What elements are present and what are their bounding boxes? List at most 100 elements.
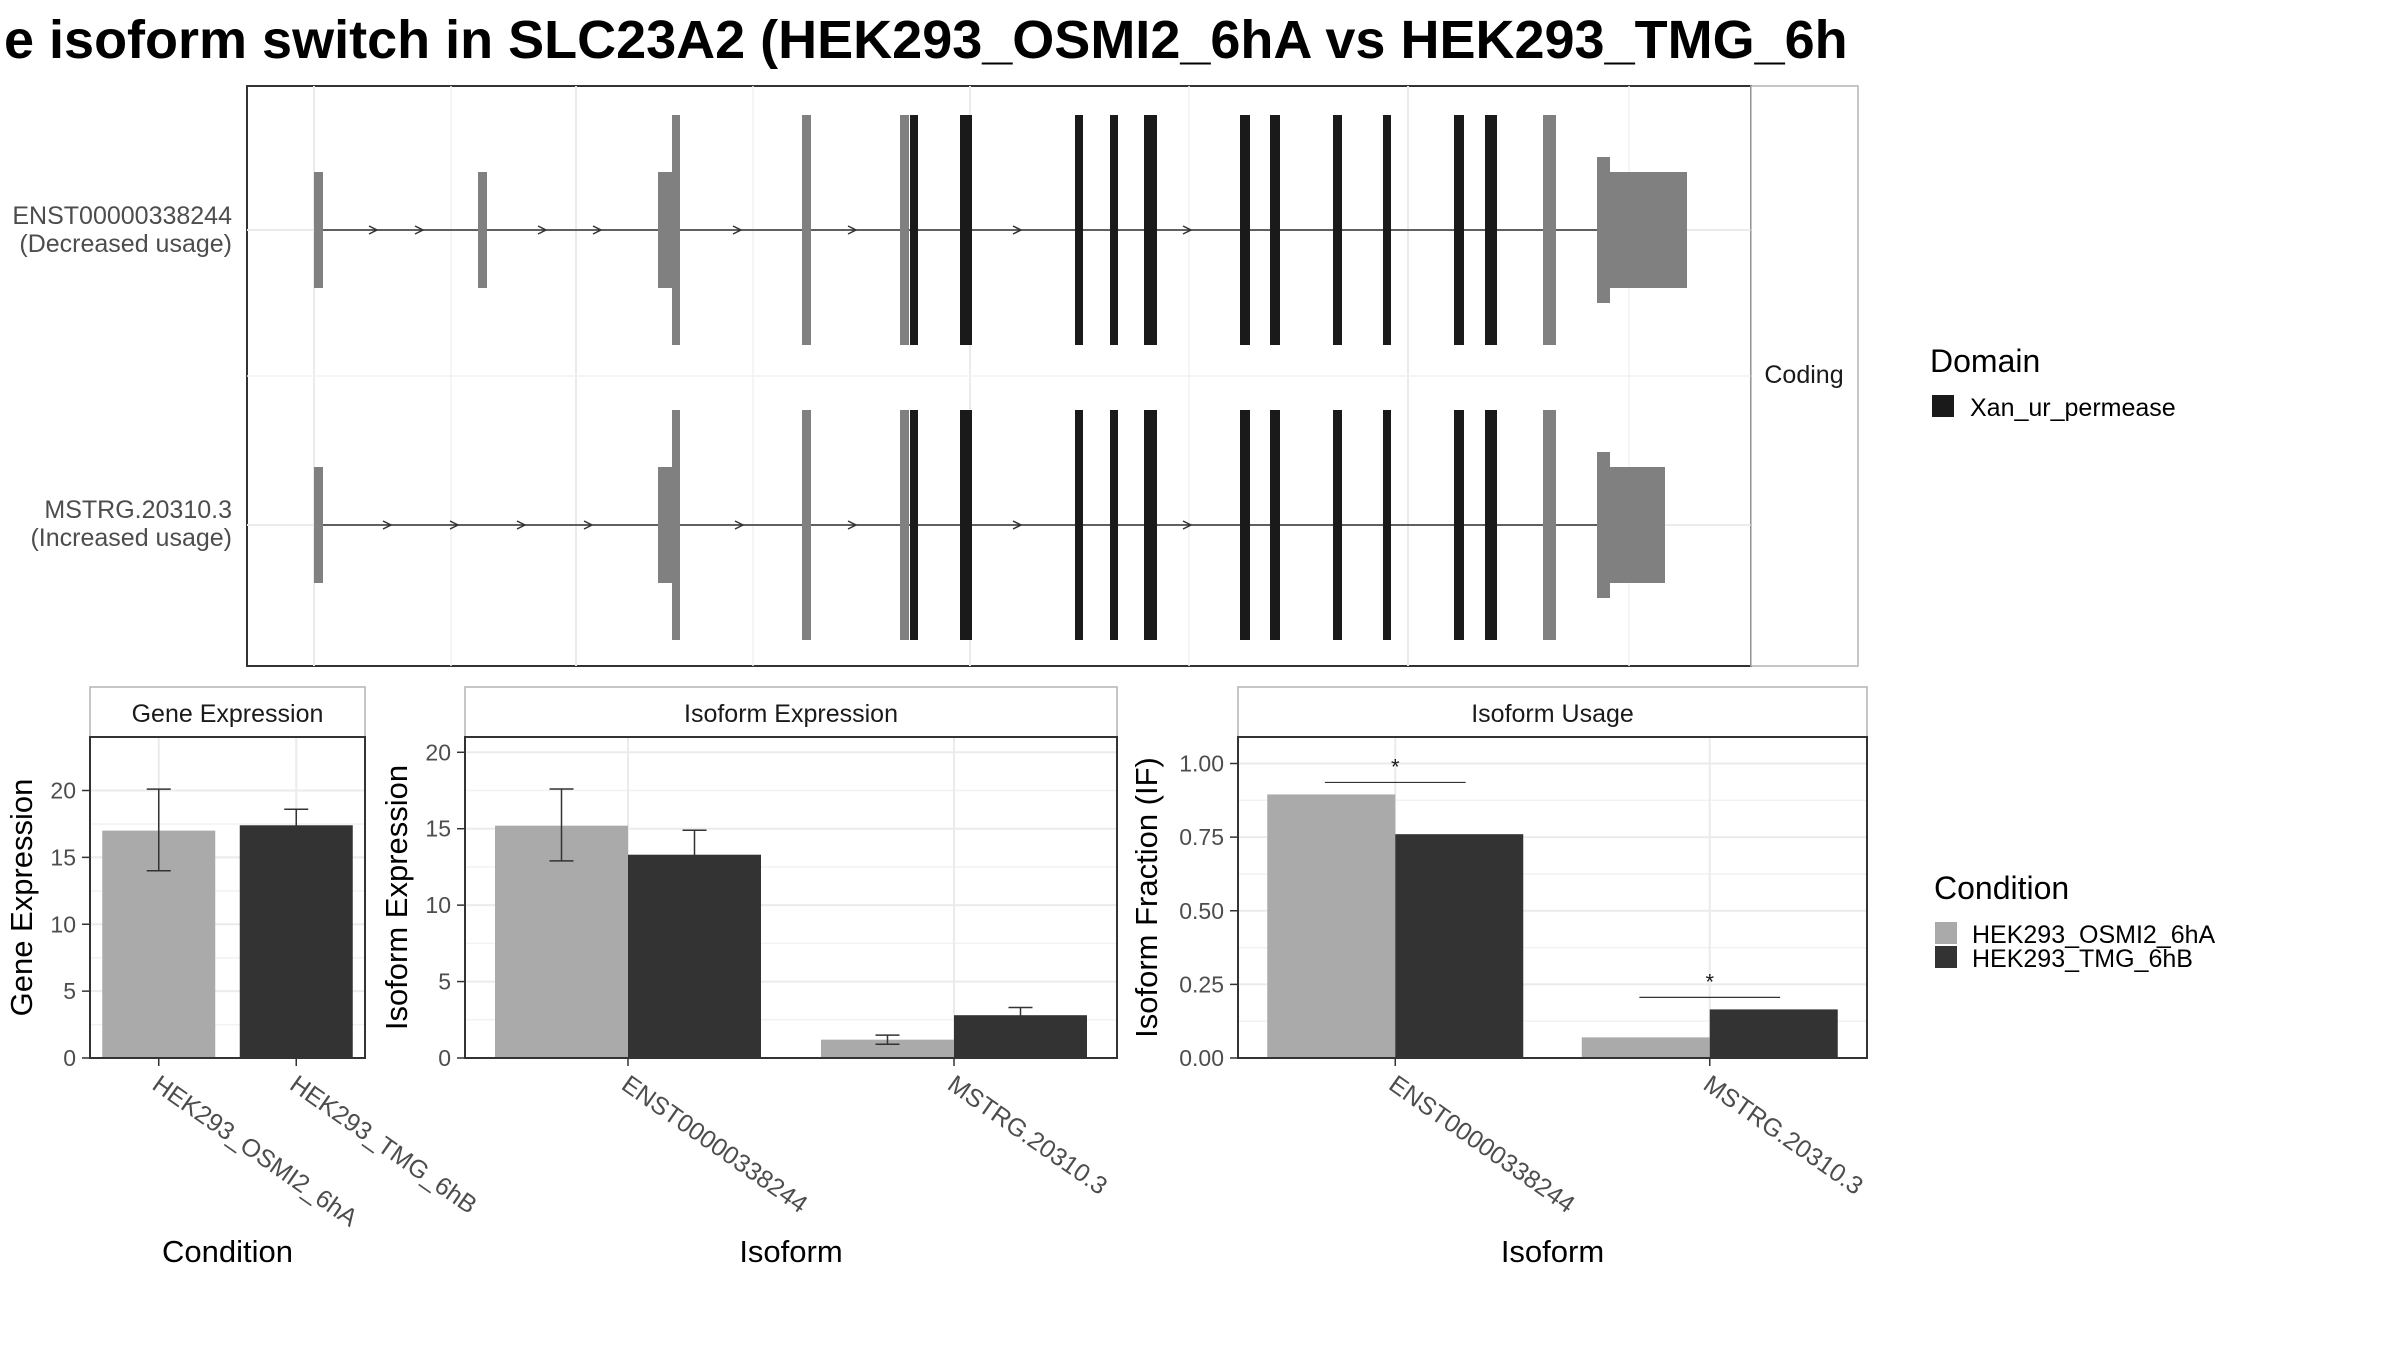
utr-exon	[1597, 172, 1687, 288]
isoform-2-name: MSTRG.20310.3	[44, 496, 232, 524]
transcript-structure-panel: Coding ENST00000338244 (Decreased usage)…	[12, 85, 1859, 667]
condition-legend-label-a: HEK293_OSMI2_6hA	[1972, 921, 2216, 949]
isoform-usage-chart: Isoform Usage * * 0.00 0.25 0.50 0.75 1.00 ENST0…	[1129, 686, 1868, 1269]
utr-exon	[478, 172, 487, 288]
isoform-1-usage: (Decreased usage)	[19, 230, 232, 258]
plot-panel-border	[1237, 736, 1868, 1059]
strand-arrow	[414, 225, 425, 235]
utr-exon	[802, 115, 811, 345]
strand-arrow	[592, 225, 603, 235]
condition-legend-swatch-a	[1935, 922, 1957, 944]
bar	[1581, 1037, 1710, 1058]
isoform-2-usage: (Increased usage)	[30, 524, 232, 552]
x-tick-label: ENST00000338244	[1384, 1070, 1580, 1219]
utr-exon	[900, 115, 909, 345]
strand-arrow	[449, 520, 460, 530]
y-tick-label: 15	[425, 816, 451, 842]
facet-strip	[89, 686, 366, 738]
utr-exon	[672, 410, 680, 640]
utr-exon	[658, 467, 672, 583]
y-tick-label: 0.25	[1179, 971, 1224, 997]
isoform-expression-chart: Isoform Expression 0 5 10 15 20 ENST0000033824…	[379, 686, 1118, 1269]
utr-exon	[1543, 410, 1556, 640]
domain-exon	[910, 410, 918, 640]
utr-exon	[1543, 115, 1556, 345]
domain-exon	[910, 115, 918, 345]
domain-exon	[1270, 410, 1280, 640]
strand-arrow	[583, 520, 594, 530]
domain-exon	[1144, 410, 1157, 640]
strand-arrow	[847, 520, 858, 530]
domain-exon	[1333, 410, 1342, 640]
y-axis-title: Isoform Expression	[379, 765, 414, 1030]
strand-arrow	[516, 520, 527, 530]
condition-legend-swatch-b	[1935, 946, 1957, 968]
domain-legend-swatch	[1932, 395, 1954, 417]
bar	[1267, 794, 1396, 1058]
y-tick-label: 10	[425, 892, 451, 918]
domain-exon	[1110, 115, 1118, 345]
x-tick-label: ENST00000338244	[617, 1070, 813, 1219]
y-tick-label: 0.50	[1179, 898, 1224, 924]
isoform-1-name: ENST00000338244	[12, 202, 232, 230]
significance-label: *	[1391, 754, 1400, 779]
x-tick-label: MSTRG.20310.3	[1698, 1070, 1868, 1201]
y-tick-label: 5	[438, 969, 451, 995]
bar	[1709, 1009, 1838, 1058]
condition-legend: Condition HEK293_OSMI2_6hA HEK293_TMG_6h…	[1934, 870, 2216, 973]
domain-exon	[1485, 115, 1497, 345]
coding-strip	[1750, 85, 1859, 667]
y-axis-title: Gene Expression	[4, 779, 39, 1017]
strand-arrow	[1182, 520, 1193, 530]
y-tick-label: 5	[63, 978, 76, 1004]
utr-exon	[314, 467, 323, 583]
facet-strip-label: Gene Expression	[132, 700, 324, 728]
domain-exon	[960, 410, 972, 640]
domain-exon	[1333, 115, 1342, 345]
bar	[495, 825, 628, 1058]
domain-exon	[960, 115, 972, 345]
facet-strip-label: Isoform Usage	[1471, 700, 1634, 728]
y-tick-label: 0.75	[1179, 824, 1224, 850]
domain-exon	[1144, 115, 1157, 345]
domain-exon	[1454, 115, 1464, 345]
bar	[954, 1015, 1087, 1058]
utr-exon	[900, 410, 909, 640]
condition-legend-label-b: HEK293_TMG_6hB	[1972, 945, 2193, 973]
y-tick-label: 0	[438, 1045, 451, 1071]
y-tick-label: 0	[63, 1045, 76, 1071]
domain-exon	[1485, 410, 1497, 640]
utr-exon	[802, 410, 811, 640]
y-tick-label: 20	[50, 778, 76, 804]
x-axis-title: Isoform	[1501, 1234, 1604, 1269]
bar	[239, 825, 353, 1058]
strand-arrow	[1012, 520, 1023, 530]
utr-exon	[1597, 452, 1610, 598]
domain-legend-label: Xan_ur_permease	[1970, 394, 2176, 422]
facet-strip	[1237, 686, 1868, 738]
significance-label: *	[1705, 969, 1714, 994]
domain-exon	[1110, 410, 1118, 640]
y-tick-label: 10	[50, 911, 76, 937]
bar	[821, 1039, 954, 1058]
strand-arrow	[1012, 225, 1023, 235]
domain-legend-title: Domain	[1930, 343, 2040, 379]
y-tick-label: 0.00	[1179, 1045, 1224, 1071]
utr-exon	[658, 172, 672, 288]
y-tick-label: 1.00	[1179, 751, 1224, 777]
strand-arrow	[847, 225, 858, 235]
domain-exon	[1454, 410, 1464, 640]
y-axis-title: Isoform Fraction (IF)	[1129, 757, 1164, 1038]
utr-exon	[1597, 157, 1610, 303]
coding-strip-label: Coding	[1764, 361, 1843, 389]
domain-legend: Domain Xan_ur_permease	[1930, 343, 2176, 422]
facet-strip-label: Isoform Expression	[684, 700, 898, 728]
domain-exon	[1383, 115, 1391, 345]
figure-title: e isoform switch in SLC23A2 (HEK293_OSMI…	[4, 10, 1848, 70]
x-axis-title: Isoform	[739, 1234, 842, 1269]
y-tick-label: 15	[50, 844, 76, 870]
domain-exon	[1270, 115, 1280, 345]
bar	[628, 854, 761, 1058]
domain-exon	[1075, 410, 1083, 640]
